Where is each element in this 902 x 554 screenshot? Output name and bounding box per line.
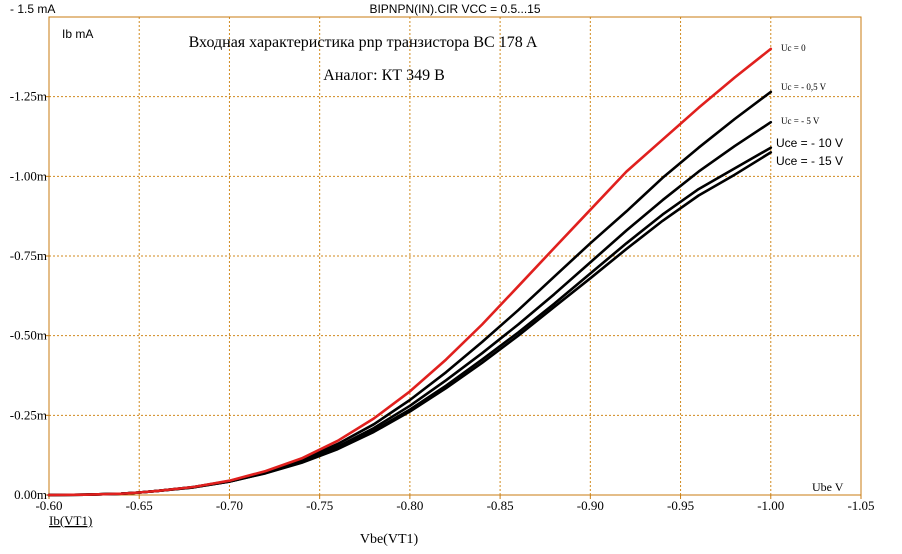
x-tick-label: -0.85 xyxy=(487,498,514,513)
chart-title: Входная характеристика pnp транзистора B… xyxy=(189,34,538,51)
axis-ticks: -0.60 -0.65 -0.70 -0.75 -0.80 -0.85 -0.90 -0.95… xyxy=(10,89,875,513)
y-tick-label: -0.25m xyxy=(10,407,47,422)
series-label-uce-15: Uce = - 15 V xyxy=(776,154,843,168)
y-tick-label: -1.00m xyxy=(10,168,47,183)
series-lines xyxy=(47,47,773,497)
x-tick-label: -0.90 xyxy=(577,498,604,513)
series-label-uc-5: Uc = - 5 V xyxy=(781,116,820,126)
circuit-title: BIPNPN(IN).CIR VCC = 0.5...15 xyxy=(369,2,540,16)
series-label-uc-0-5: Uc = - 0,5 V xyxy=(781,82,827,92)
x-tick-label: -0.80 xyxy=(396,498,423,513)
grid xyxy=(49,17,861,495)
x-tick-label: -0.65 xyxy=(126,498,153,513)
y-tick-label: -1.25m xyxy=(10,89,47,104)
series-line-0 xyxy=(47,47,773,497)
x-tick-label: -0.95 xyxy=(667,498,694,513)
chart-subtitle: Аналог: КТ 349 В xyxy=(323,67,444,84)
series-label-uc-0: Uc = 0 xyxy=(781,43,806,53)
x-tick-label: -1.05 xyxy=(847,498,874,513)
y-tick-label: 0.00m xyxy=(14,487,47,502)
x-tick-label: -0.70 xyxy=(216,498,243,513)
y-tick-label: -0.50m xyxy=(10,328,47,343)
series-label-uce-10: Uce = - 10 V xyxy=(776,136,843,150)
x-tick-label: -0.60 xyxy=(35,498,62,513)
x-axis-label: Vbe(VT1) xyxy=(360,532,419,547)
x-tick-label: -0.75 xyxy=(306,498,333,513)
x-unit-label: Ube V xyxy=(812,480,844,494)
series-line-4 xyxy=(47,151,773,497)
y-axis-label: Ib(VT1) xyxy=(49,513,92,528)
y-tick-label: -0.75m xyxy=(10,248,47,263)
top-axis-value: - 1.5 mA xyxy=(10,2,55,16)
y-unit-label: Ib mA xyxy=(62,27,93,41)
x-tick-label: -1.00 xyxy=(757,498,784,513)
